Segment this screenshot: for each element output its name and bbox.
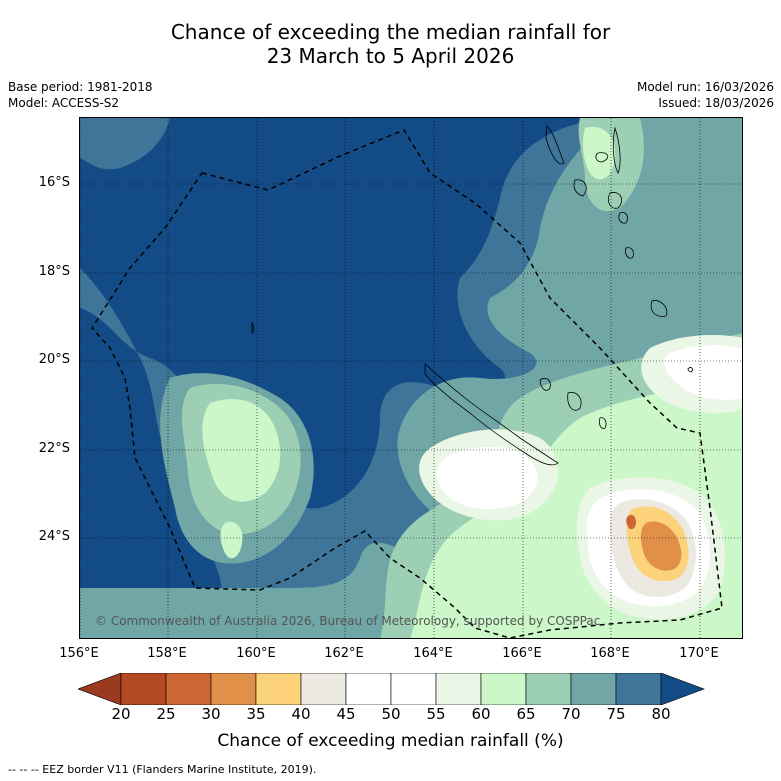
colorbar-cell: [615, 673, 662, 705]
rainfall-map: [79, 117, 743, 639]
meta-left: Base period: 1981-2018 Model: ACCESS-S2: [8, 79, 153, 111]
graticule: [80, 118, 742, 638]
colorbar: [78, 673, 705, 705]
lat-label: 16°S: [38, 175, 70, 190]
region-30-35: [640, 521, 682, 571]
lat-label: 20°S: [38, 352, 70, 367]
map-canvas: [80, 118, 742, 638]
colorbar-tick-label: 45: [336, 705, 356, 723]
colorbar-cell: [120, 673, 167, 705]
colorbar-cell: [390, 673, 437, 705]
colorbar-cell: [435, 673, 482, 705]
model-name: Model: ACCESS-S2: [8, 96, 120, 110]
colorbar-tick-label: 65: [516, 705, 536, 723]
base-period: Base period: 1981-2018: [8, 80, 153, 94]
colorbar-cells: [120, 673, 662, 705]
lon-label: 170°E: [679, 646, 719, 661]
lon-label: 164°E: [413, 646, 453, 661]
colorbar-low-triangle: [78, 673, 122, 705]
lon-label: 166°E: [502, 646, 542, 661]
colorbar-cell: [300, 673, 347, 705]
colorbar-tick-label: 50: [381, 705, 401, 723]
vanuatu-islands: [545, 125, 668, 317]
new-caledonia-island: [424, 363, 559, 466]
colorbar-tick-label: 25: [156, 705, 176, 723]
model-run: Model run: 16/03/2026: [636, 80, 774, 94]
colorbar-tick-label: 70: [561, 705, 581, 723]
colorbar-high-triangle: [660, 673, 705, 705]
colorbar-tick-label: 30: [201, 705, 221, 723]
region-45-55-ne: [663, 345, 742, 400]
copyright-notice: © Commonwealth of Australia 2026, Bureau…: [95, 614, 601, 628]
colorbar-cell: [480, 673, 527, 705]
colorbar-cell: [165, 673, 212, 705]
loyalty-islands: [539, 378, 607, 429]
lon-label: 162°E: [324, 646, 364, 661]
title-line-1: Chance of exceeding the median rainfall …: [170, 20, 611, 44]
colorbar-cell: [210, 673, 257, 705]
colorbar-cell: [525, 673, 572, 705]
colorbar-tick-label: 75: [606, 705, 626, 723]
issued-date: Issued: 18/03/2026: [658, 96, 774, 110]
eez-footnote: -- -- -- EEZ border V11 (Flanders Marine…: [8, 763, 317, 776]
lat-label: 24°S: [38, 529, 70, 544]
lon-label: 156°E: [59, 646, 99, 661]
colorbar-title: Chance of exceeding median rainfall (%): [217, 731, 564, 751]
region-60-65-left: [202, 399, 281, 502]
lat-label: 18°S: [38, 264, 70, 279]
map-title: Chance of exceeding the median rainfall …: [0, 20, 781, 68]
colorbar-tick-label: 55: [426, 705, 446, 723]
lon-label: 158°E: [147, 646, 187, 661]
small-islands: [251, 321, 693, 373]
eez-border: [91, 129, 723, 638]
lon-label: 168°E: [590, 646, 630, 661]
region-25-30: [626, 514, 636, 530]
region-45-55: [436, 446, 538, 510]
lat-label: 22°S: [38, 441, 70, 456]
colorbar-cell: [345, 673, 392, 705]
region-60-65-spot: [220, 521, 243, 559]
lon-label: 160°E: [236, 646, 276, 661]
colorbar-cell: [255, 673, 302, 705]
region-75-80-top: [80, 118, 170, 170]
colorbar-tick-label: 60: [471, 705, 491, 723]
colorbar-tick-label: 20: [111, 705, 131, 723]
meta-right: Model run: 16/03/2026 Issued: 18/03/2026: [637, 79, 774, 111]
colorbar-tick-label: 35: [246, 705, 266, 723]
title-line-2: 23 March to 5 April 2026: [266, 44, 515, 68]
colorbar-tick-label: 80: [651, 705, 671, 723]
colorbar-cell: [570, 673, 617, 705]
colorbar-tick-label: 40: [291, 705, 311, 723]
